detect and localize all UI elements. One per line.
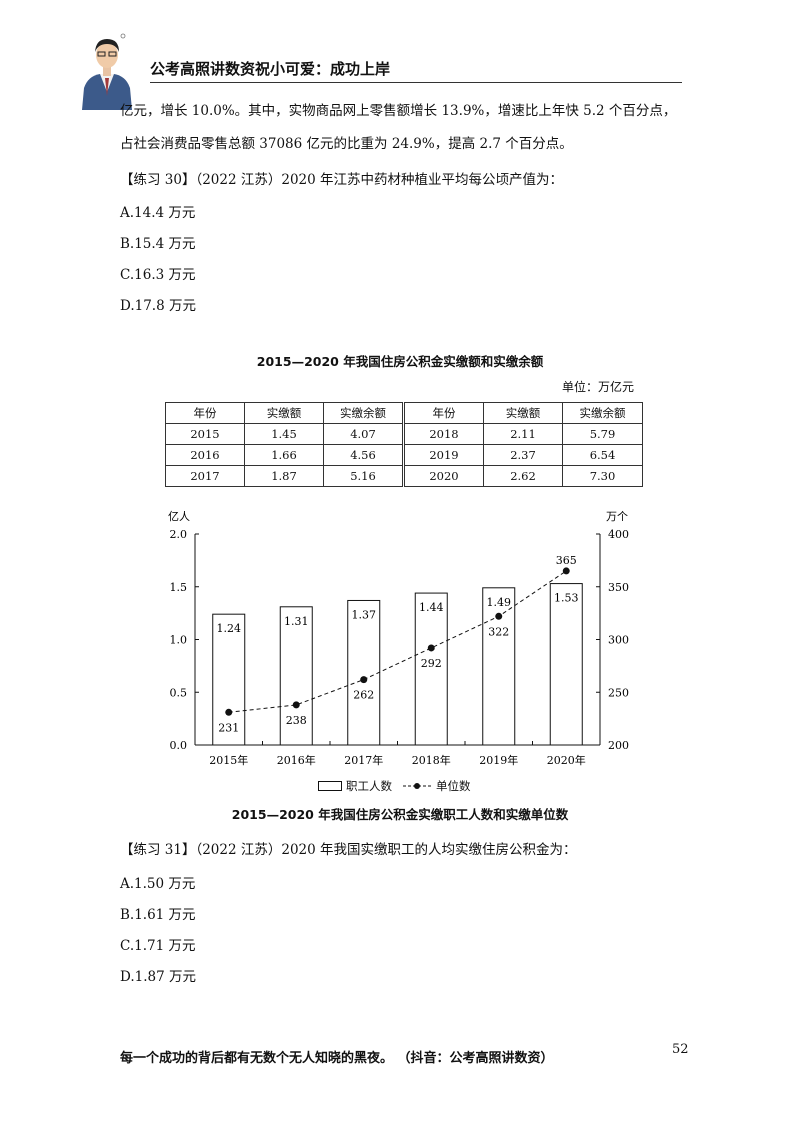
table-cell: 2016 <box>165 444 245 466</box>
bar-value-label: 1.24 <box>217 622 242 635</box>
table-header: 实缴额 <box>244 402 324 424</box>
intro-line-1: 亿元，增长 10.0%。其中，实物商品网上零售额增长 13.9%，增速比上年快 … <box>120 103 677 119</box>
units-value-label: 365 <box>556 554 577 567</box>
bar <box>414 592 448 746</box>
y-tick-label: 1.0 <box>170 634 188 647</box>
table-cell: 2015 <box>165 423 245 445</box>
deposit-table: 年份 实缴额 实缴余额 年份 实缴额 实缴余额 2015 1.45 4.07 2… <box>165 402 643 487</box>
table-header: 实缴余额 <box>562 402 643 424</box>
table-cell: 1.66 <box>244 444 324 466</box>
table-cell: 4.56 <box>323 444 404 466</box>
y2-tick-label: 400 <box>608 528 629 541</box>
table-header: 实缴余额 <box>323 402 404 424</box>
legend-line-label: 单位数 <box>436 779 471 793</box>
table-title: 2015—2020 年我国住房公积金实缴额和实缴余额 <box>256 354 544 369</box>
footer-motto: 每一个成功的背后都有无数个无人知晓的黑夜。 （抖音：公考高照讲数资） <box>120 1051 554 1066</box>
question-30-option-a: A.14.4 万元 <box>120 205 196 221</box>
y2-tick-label: 200 <box>608 739 629 752</box>
question-31-option-d: D.1.87 万元 <box>120 969 196 985</box>
question-30-option-d: D.17.8 万元 <box>120 298 196 314</box>
x-tick-label: 2018年 <box>412 753 451 767</box>
x-tick-label: 2020年 <box>547 753 586 767</box>
question-31-option-b: B.1.61 万元 <box>120 907 196 923</box>
chart-legend: 职工人数 单位数 <box>318 778 471 794</box>
header-title: 公考高照讲数资祝小可爱：成功上岸 <box>150 60 391 78</box>
bar <box>482 587 516 746</box>
units-point <box>225 708 233 716</box>
units-value-label: 231 <box>218 721 239 734</box>
chart-title: 2015—2020 年我国住房公积金实缴职工人数和实缴单位数 <box>231 807 569 822</box>
legend-bar-label: 职工人数 <box>346 779 392 793</box>
question-30-prompt: 【练习 30】（2022 江苏）2020 年江苏中药材种植业平均每公顷产值为： <box>120 172 564 188</box>
y-tick-label: 0.5 <box>170 686 188 699</box>
table-row: 2015 1.45 4.07 2018 2.11 5.79 <box>165 423 643 445</box>
table-cell: 6.54 <box>562 444 643 466</box>
x-tick-label: 2015年 <box>209 753 248 767</box>
table-cell: 2.62 <box>483 465 563 487</box>
table-header: 年份 <box>165 402 245 424</box>
y-axis-label: 亿人 <box>168 510 190 523</box>
presenter-avatar <box>78 30 136 110</box>
table-cell: 1.87 <box>244 465 324 487</box>
table-cell: 7.30 <box>562 465 643 487</box>
legend-bar-swatch <box>318 781 342 791</box>
bar-value-label: 1.53 <box>554 592 579 605</box>
x-tick-label: 2016年 <box>277 753 316 767</box>
table-unit: 单位：万亿元 <box>562 380 635 394</box>
workers-units-chart: 亿人 万个 0.0 0.5 1.0 1.5 2.0 200 250 300 350 400 2015… <box>168 510 630 767</box>
table-header-row: 年份 实缴额 实缴余额 年份 实缴额 实缴余额 <box>165 402 643 424</box>
table-cell: 2.37 <box>483 444 563 466</box>
units-point <box>292 701 300 709</box>
question-31-prompt: 【练习 31】（2022 江苏）2020 年我国实缴职工的人均实缴住房公积金为： <box>120 842 577 858</box>
table-header: 实缴额 <box>483 402 563 424</box>
table-cell: 2020 <box>402 465 484 487</box>
bar <box>347 599 381 746</box>
y-tick-label: 1.5 <box>170 581 188 594</box>
units-value-label: 238 <box>286 714 307 727</box>
units-point <box>562 567 570 575</box>
table-cell: 5.16 <box>323 465 404 487</box>
bar <box>212 613 246 746</box>
bar-value-label: 1.44 <box>419 601 444 614</box>
table-cell: 2017 <box>165 465 245 487</box>
bar-value-label: 1.31 <box>284 615 309 628</box>
units-point <box>427 644 435 652</box>
chart-plot-area: 0.0 0.5 1.0 1.5 2.0 200 250 300 350 400 2015年 2016年… <box>170 528 630 767</box>
table-cell: 2.11 <box>483 423 563 445</box>
y2-axis-label: 万个 <box>606 510 628 523</box>
table-cell: 5.79 <box>562 423 643 445</box>
bar-value-label: 1.49 <box>487 596 512 609</box>
x-tick-label: 2017年 <box>344 753 383 767</box>
y2-tick-label: 250 <box>608 686 629 699</box>
table-row: 2016 1.66 4.56 2019 2.37 6.54 <box>165 444 643 466</box>
table-cell: 2018 <box>402 423 484 445</box>
y-tick-label: 2.0 <box>170 528 188 541</box>
y2-tick-label: 350 <box>608 581 629 594</box>
header-divider <box>150 82 682 83</box>
question-31-option-c: C.1.71 万元 <box>120 938 196 954</box>
units-point <box>495 612 503 620</box>
bar <box>549 583 583 746</box>
y2-tick-label: 300 <box>608 634 629 647</box>
bar <box>279 606 313 746</box>
table-row: 2017 1.87 5.16 2020 2.62 7.30 <box>165 465 643 487</box>
question-30-option-c: C.16.3 万元 <box>120 267 196 283</box>
units-value-label: 322 <box>488 625 509 638</box>
question-30-option-b: B.15.4 万元 <box>120 236 196 252</box>
table-cell: 2019 <box>402 444 484 466</box>
units-line <box>228 570 567 713</box>
legend-line-swatch <box>403 783 431 789</box>
page-number: 52 <box>672 1042 689 1057</box>
question-31-option-a: A.1.50 万元 <box>120 876 196 892</box>
y-tick-label: 0.0 <box>170 739 188 752</box>
x-tick-label: 2019年 <box>479 753 518 767</box>
units-point <box>360 676 368 684</box>
units-value-label: 262 <box>353 689 374 702</box>
bar-value-label: 1.37 <box>352 608 377 621</box>
table-cell: 1.45 <box>244 423 324 445</box>
table-header: 年份 <box>402 402 484 424</box>
table-cell: 4.07 <box>323 423 404 445</box>
units-value-label: 292 <box>421 657 442 670</box>
intro-line-2: 占社会消费品零售总额 37086 亿元的比重为 24.9%，提高 2.7 个百分… <box>120 136 573 152</box>
